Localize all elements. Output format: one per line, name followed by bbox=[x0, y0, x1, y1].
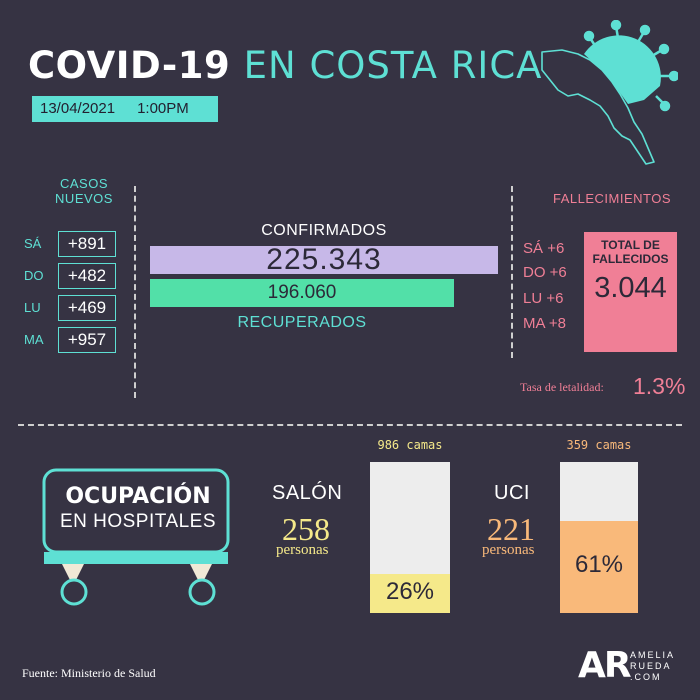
uci-beds: 359 camas bbox=[566, 438, 632, 452]
fall-day: DO bbox=[523, 264, 546, 281]
divider-right bbox=[511, 186, 513, 358]
salon-label: SALÓN bbox=[272, 482, 343, 504]
casos-day-label: LU bbox=[24, 300, 41, 315]
uci-unit: personas bbox=[482, 542, 535, 558]
casos-day-label: MA bbox=[24, 332, 44, 347]
casos-value: +957 bbox=[58, 327, 116, 353]
salon-beds: 986 camas bbox=[377, 438, 443, 452]
hospital-bed-icon bbox=[42, 468, 230, 606]
date-text: 13/04/2021 bbox=[40, 100, 116, 117]
total-fallecidos-box: TOTAL DE FALLECIDOS 3.044 bbox=[584, 232, 677, 352]
logo-wordmark: AMELIA RUEDA .COM bbox=[630, 650, 675, 683]
total-label-line2: FALLECIDOS bbox=[592, 252, 669, 266]
casos-day-label: SÁ bbox=[24, 236, 42, 251]
salon-patients: 258 bbox=[282, 511, 330, 547]
casos-value: +482 bbox=[58, 263, 116, 289]
fall-day: MA bbox=[523, 315, 545, 332]
fall-value: +6 bbox=[546, 290, 564, 307]
salon-unit: personas bbox=[276, 542, 329, 558]
salon-occupancy-bar: 26% bbox=[370, 462, 450, 613]
salon-percent: 26% bbox=[385, 578, 435, 605]
ocupacion-title-line1: OCUPACIÓN bbox=[65, 484, 211, 509]
tasa-letalidad-label: Tasa de letalidad: bbox=[520, 380, 604, 394]
salon-occupancy-fill bbox=[370, 574, 450, 613]
casos-nuevos-heading: CASOS NUEVOS bbox=[52, 176, 116, 206]
page-title: COVID-19 EN COSTA RICA bbox=[28, 44, 543, 87]
casos-value: +469 bbox=[58, 295, 116, 321]
divider-horizontal bbox=[18, 424, 682, 426]
title-accent: EN COSTA RICA bbox=[243, 44, 543, 87]
total-fallecidos-value: 3.044 bbox=[594, 272, 667, 304]
confirmados-label: CONFIRMADOS bbox=[261, 222, 387, 239]
fall-value: +6 bbox=[547, 240, 565, 257]
tasa-letalidad-value: 1.3% bbox=[633, 373, 686, 399]
logo-line3: .COM bbox=[630, 672, 662, 682]
confirmados-bar bbox=[150, 246, 498, 274]
fallecimientos-row: LU +6 bbox=[523, 290, 563, 307]
fall-value: +6 bbox=[549, 264, 567, 281]
divider-left bbox=[134, 186, 136, 398]
casos-value: +891 bbox=[58, 231, 116, 257]
fallecimientos-row: DO +6 bbox=[523, 264, 567, 281]
logo-mark: AR bbox=[578, 645, 632, 686]
uci-percent: 61% bbox=[574, 551, 624, 578]
uci-occupancy-bar: 61% bbox=[560, 462, 638, 613]
source-text: Fuente: Ministerio de Salud bbox=[22, 666, 156, 680]
total-label-line1: TOTAL DE bbox=[601, 238, 660, 252]
ocupacion-title-line2: EN HOSPITALES bbox=[59, 511, 217, 532]
fallecimientos-heading: FALLECIMIENTOS bbox=[552, 191, 671, 206]
date-badge: 13/04/2021 1:00PM bbox=[32, 96, 218, 122]
fallecimientos-row: SÁ +6 bbox=[523, 240, 564, 257]
fallecimientos-row: MA +8 bbox=[523, 315, 566, 332]
casos-heading-line1: CASOS bbox=[59, 176, 108, 191]
fall-value: +8 bbox=[548, 315, 566, 332]
confirmados-value: 225.343 bbox=[266, 243, 382, 276]
recuperados-bar bbox=[150, 279, 454, 307]
fall-day: SÁ bbox=[523, 240, 544, 257]
uci-patients: 221 bbox=[487, 511, 535, 547]
costa-rica-virus-icon bbox=[541, 20, 678, 165]
logo-line1: AMELIA bbox=[630, 650, 676, 660]
time-text: 1:00PM bbox=[137, 100, 189, 117]
recuperados-value: 196.060 bbox=[267, 282, 337, 303]
casos-heading-line2: NUEVOS bbox=[55, 191, 113, 206]
title-main: COVID-19 bbox=[28, 44, 231, 87]
total-fallecidos-label: TOTAL DE FALLECIDOS bbox=[584, 238, 677, 266]
uci-label: UCI bbox=[494, 482, 530, 504]
recuperados-label: RECUPERADOS bbox=[237, 314, 367, 331]
casos-day-label: DO bbox=[24, 268, 44, 283]
ocupacion-title: OCUPACIÓN EN HOSPITALES bbox=[46, 484, 230, 534]
fall-day: LU bbox=[523, 290, 543, 307]
uci-occupancy-fill bbox=[560, 521, 638, 613]
logo-line2: RUEDA bbox=[630, 661, 672, 671]
